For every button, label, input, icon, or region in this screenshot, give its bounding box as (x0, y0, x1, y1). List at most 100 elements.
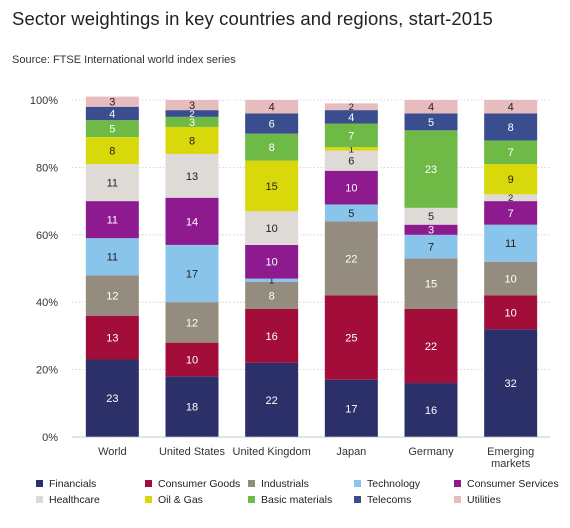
bar-segment (245, 100, 299, 114)
legend-label: Consumer Services (467, 478, 559, 490)
bar-segment (404, 130, 458, 208)
data-label: 10 (505, 274, 517, 286)
legend-label: Industrials (261, 478, 309, 490)
bar-segment (404, 383, 458, 437)
data-label: 10 (266, 257, 278, 269)
data-label: 25 (345, 333, 357, 345)
bar-segment (324, 204, 378, 222)
data-label: 3 (189, 100, 195, 112)
bar-segment (324, 150, 378, 171)
data-label: 22 (266, 395, 278, 407)
x-tick-label: United States (159, 446, 226, 458)
legend-swatch (354, 496, 361, 503)
data-label: 10 (345, 183, 357, 195)
data-label: 3 (428, 225, 434, 237)
bar-segment (245, 113, 299, 134)
data-label: 4 (428, 102, 434, 114)
bar-segment (85, 315, 139, 360)
data-label: 9 (508, 174, 514, 186)
bar-segment (404, 100, 458, 114)
bar-segment (245, 278, 299, 282)
bar-segment (404, 113, 458, 131)
legend-item: Technology (354, 478, 420, 490)
bar-segment (324, 103, 378, 111)
y-tick-label: 100% (30, 95, 58, 107)
data-label: 12 (106, 290, 118, 302)
data-label: 6 (348, 156, 354, 168)
legend-label: Oil & Gas (158, 494, 203, 506)
data-label: 4 (348, 112, 354, 124)
legend-label: Telecoms (367, 494, 412, 506)
data-label: 5 (348, 208, 354, 220)
bar-segment (85, 275, 139, 316)
bar-segment (245, 281, 299, 309)
bar-segment (85, 120, 139, 138)
bar-segment (484, 201, 538, 225)
legend-label: Basic materials (261, 494, 333, 506)
data-label: 7 (348, 130, 354, 142)
data-label: 16 (425, 405, 437, 417)
bar-segment (85, 164, 139, 202)
y-tick-label: 60% (36, 230, 58, 242)
bar-segment (324, 170, 378, 205)
bar-segment (324, 221, 378, 296)
y-tick-label: 20% (36, 365, 58, 377)
data-label: 22 (425, 341, 437, 353)
bar-segment (404, 258, 458, 309)
data-label: 11 (505, 238, 516, 250)
x-tick-label: World (98, 446, 127, 458)
y-tick-label: 80% (36, 162, 58, 174)
legend-item: Financials (36, 478, 96, 490)
legend-swatch (36, 496, 43, 503)
legend-item: Consumer Services (454, 478, 559, 490)
bar-segment (324, 110, 378, 124)
bar-segment (85, 96, 139, 107)
data-label: 3 (109, 97, 115, 109)
data-label: 5 (428, 211, 434, 223)
data-label: 10 (266, 223, 278, 235)
x-tick-label: United Kingdom (233, 446, 311, 458)
bar-segment (85, 238, 139, 276)
data-label: 16 (266, 331, 278, 343)
bar-segment (404, 224, 458, 235)
bar-segment (484, 100, 538, 114)
bar-segment (85, 359, 139, 437)
data-label: 11 (107, 178, 118, 190)
data-label: 8 (269, 142, 275, 154)
bar-segment (245, 133, 299, 161)
legend-item: Basic materials (248, 494, 332, 506)
legend-label: Utilities (467, 494, 501, 506)
data-label: 11 (107, 215, 118, 227)
bar-segment (85, 137, 139, 165)
data-label: 23 (106, 393, 118, 405)
x-tick-label: Emerging (487, 446, 534, 458)
bar-segment (165, 376, 219, 437)
data-label: 7 (508, 147, 514, 159)
legend-swatch (248, 496, 255, 503)
data-label: 2 (189, 109, 194, 120)
legend-swatch (36, 480, 43, 487)
chart-source: Source: FTSE International world index s… (12, 54, 236, 66)
data-label: 4 (269, 102, 275, 114)
data-label: 15 (425, 279, 437, 291)
bar-segment (484, 164, 538, 195)
bar-segment (165, 126, 219, 154)
legend-label: Healthcare (49, 494, 100, 506)
data-label: 1 (269, 276, 274, 287)
legend-label: Technology (367, 478, 421, 490)
bar-segment (165, 244, 219, 303)
bar-segment (484, 224, 538, 262)
data-label: 8 (508, 122, 514, 134)
data-label: 8 (109, 146, 115, 158)
bar-segment (484, 113, 538, 141)
y-tick-label: 0% (42, 432, 58, 444)
data-label: 1 (349, 144, 354, 155)
data-label: 4 (508, 102, 514, 114)
data-label: 4 (109, 108, 115, 120)
bar-segment (165, 116, 219, 127)
bar-segment (165, 110, 219, 117)
legend-swatch (248, 480, 255, 487)
legend-item: Telecoms (354, 494, 411, 506)
legend-item: Healthcare (36, 494, 100, 506)
legend-item: Oil & Gas (145, 494, 203, 506)
